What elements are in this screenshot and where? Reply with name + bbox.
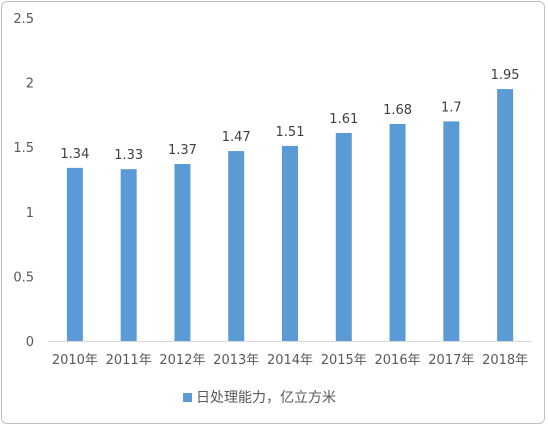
bar bbox=[282, 145, 298, 341]
data-label: 1.33 bbox=[114, 148, 143, 163]
x-tick-label: 2014年 bbox=[267, 353, 313, 368]
data-label: 1.51 bbox=[276, 125, 305, 140]
bar bbox=[228, 151, 245, 341]
x-tick-label: 2015年 bbox=[321, 353, 367, 368]
y-tick-label: 2.5 bbox=[13, 12, 34, 27]
bar bbox=[174, 163, 191, 341]
legend-swatch bbox=[183, 393, 192, 402]
data-label: 1.68 bbox=[383, 103, 412, 118]
bar bbox=[66, 167, 83, 341]
y-tick-label: 0.5 bbox=[13, 270, 34, 285]
y-tick-label: 1 bbox=[26, 206, 34, 221]
legend: 日处理能力，亿立方米 bbox=[183, 390, 336, 406]
x-tick-label: 2013年 bbox=[213, 353, 259, 368]
data-labels: 1.34 1.33 1.37 1.47 1.51 1.61 1.68 1.7 1.95 bbox=[60, 68, 519, 163]
x-tick-label: 2011年 bbox=[106, 353, 152, 368]
data-label: 1.61 bbox=[329, 112, 358, 127]
y-tick-label: 0 bbox=[26, 335, 34, 350]
x-tick-label: 2017年 bbox=[428, 353, 474, 368]
data-label: 1.47 bbox=[222, 130, 251, 145]
x-tick-label: 2016年 bbox=[375, 353, 421, 368]
bar bbox=[120, 169, 137, 341]
data-label: 1.34 bbox=[60, 147, 89, 162]
y-axis: 0 0.5 1 1.5 2 2.5 bbox=[13, 12, 34, 350]
data-label: 1.37 bbox=[168, 143, 197, 158]
bars bbox=[66, 89, 514, 341]
bar bbox=[335, 132, 352, 341]
bar bbox=[389, 123, 406, 341]
data-label: 1.7 bbox=[441, 100, 462, 115]
x-tick-label: 2010年 bbox=[52, 353, 98, 368]
bar bbox=[443, 121, 460, 341]
y-tick-label: 1.5 bbox=[13, 141, 34, 156]
x-axis: 2010年 2011年 2012年 2013年 2014年 2015年 2016年 2017年… bbox=[52, 353, 528, 368]
bar bbox=[497, 89, 514, 341]
x-tick-label: 2012年 bbox=[159, 353, 205, 368]
x-tick-label: 2018年 bbox=[482, 353, 528, 368]
y-tick-label: 2 bbox=[26, 77, 34, 92]
legend-label: 日处理能力，亿立方米 bbox=[196, 390, 336, 406]
data-label: 1.95 bbox=[491, 68, 520, 83]
